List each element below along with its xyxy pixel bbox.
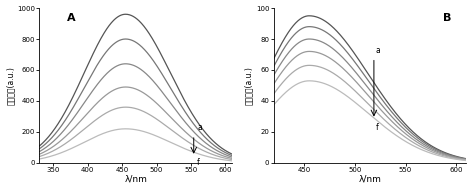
- Text: f: f: [197, 158, 200, 167]
- Text: a: a: [197, 123, 202, 132]
- X-axis label: λ/nm: λ/nm: [125, 174, 147, 184]
- X-axis label: λ/nm: λ/nm: [359, 174, 381, 184]
- Text: A: A: [67, 13, 75, 23]
- Y-axis label: 荧光强度(a.u.): 荧光强度(a.u.): [6, 66, 15, 105]
- Text: f: f: [376, 123, 379, 132]
- Text: a: a: [376, 46, 381, 54]
- Text: B: B: [443, 13, 452, 23]
- Y-axis label: 荧光强度(a.u.): 荧光强度(a.u.): [244, 66, 253, 105]
